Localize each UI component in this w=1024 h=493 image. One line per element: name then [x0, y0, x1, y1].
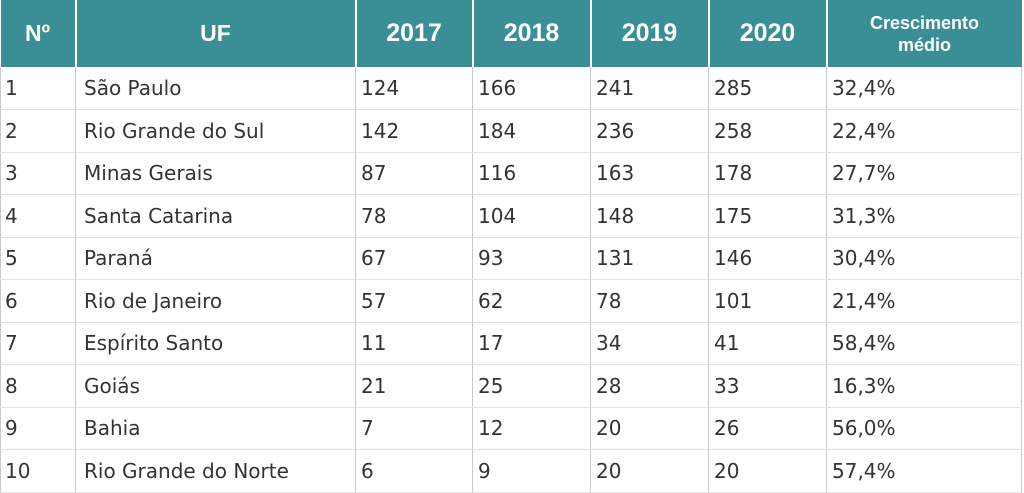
- cell-uf: Goiás: [75, 364, 356, 408]
- cell-2019: 148: [590, 194, 709, 238]
- table-body: 1 São Paulo 124 166 241 285 32,4% 2 Rio …: [0, 67, 1022, 493]
- cell-number: 9: [0, 407, 76, 450]
- cell-2020: 101: [708, 279, 827, 323]
- cell-uf: Rio Grande do Norte: [75, 449, 356, 493]
- cell-uf: Paraná: [75, 237, 356, 280]
- cell-number: 2: [0, 109, 76, 153]
- table-row: 7 Espírito Santo 11 17 34 41 58,4%: [0, 322, 1022, 365]
- header-2018: 2018: [472, 0, 592, 67]
- cell-growth: 58,4%: [826, 322, 1022, 365]
- table-row: 2 Rio Grande do Sul 142 184 236 258 22,4…: [0, 109, 1022, 153]
- cell-2020: 285: [708, 67, 827, 110]
- header-2019: 2019: [590, 0, 710, 67]
- table-row: 4 Santa Catarina 78 104 148 175 31,3%: [0, 194, 1022, 238]
- cell-2018: 93: [472, 237, 591, 280]
- cell-growth: 56,0%: [826, 407, 1022, 450]
- cell-2019: 236: [590, 109, 709, 153]
- cell-2017: 57: [355, 279, 473, 323]
- cell-number: 1: [0, 67, 76, 110]
- cell-2020: 20: [708, 449, 827, 493]
- header-growth: Crescimento médio: [826, 0, 1022, 67]
- cell-2020: 175: [708, 194, 827, 238]
- cell-uf: Bahia: [75, 407, 356, 450]
- cell-2017: 78: [355, 194, 473, 238]
- cell-2019: 20: [590, 407, 709, 450]
- cell-number: 7: [0, 322, 76, 365]
- header-2020: 2020: [708, 0, 828, 67]
- cell-number: 10: [0, 449, 76, 493]
- cell-2019: 34: [590, 322, 709, 365]
- cell-2018: 166: [472, 67, 591, 110]
- cell-2020: 178: [708, 152, 827, 195]
- cell-2020: 41: [708, 322, 827, 365]
- cell-2018: 104: [472, 194, 591, 238]
- cell-2018: 12: [472, 407, 591, 450]
- cell-2017: 21: [355, 364, 473, 408]
- cell-growth: 31,3%: [826, 194, 1022, 238]
- table-row: 5 Paraná 67 93 131 146 30,4%: [0, 237, 1022, 280]
- cell-2018: 25: [472, 364, 591, 408]
- cell-2019: 20: [590, 449, 709, 493]
- cell-2018: 184: [472, 109, 591, 153]
- cell-2020: 146: [708, 237, 827, 280]
- cell-uf: Minas Gerais: [75, 152, 356, 195]
- cell-growth: 22,4%: [826, 109, 1022, 153]
- cell-growth: 32,4%: [826, 67, 1022, 110]
- header-row: Nº UF 2017 2018 2019 2020 Crescimento mé…: [0, 0, 1022, 67]
- cell-uf: São Paulo: [75, 67, 356, 110]
- cell-2017: 6: [355, 449, 473, 493]
- cell-uf: Espírito Santo: [75, 322, 356, 365]
- header-2017: 2017: [355, 0, 474, 67]
- header-uf: UF: [75, 0, 357, 67]
- cell-2020: 33: [708, 364, 827, 408]
- header-number: Nº: [0, 0, 77, 67]
- header-growth-line1: Crescimento: [869, 12, 980, 33]
- cell-2020: 258: [708, 109, 827, 153]
- table-row: 9 Bahia 7 12 20 26 56,0%: [0, 407, 1022, 450]
- cell-number: 6: [0, 279, 76, 323]
- cell-2019: 131: [590, 237, 709, 280]
- cell-2019: 28: [590, 364, 709, 408]
- cell-uf: Rio de Janeiro: [75, 279, 356, 323]
- cell-number: 5: [0, 237, 76, 280]
- cell-growth: 30,4%: [826, 237, 1022, 280]
- cell-2020: 26: [708, 407, 827, 450]
- cell-growth: 27,7%: [826, 152, 1022, 195]
- table-header: Nº UF 2017 2018 2019 2020 Crescimento mé…: [0, 0, 1022, 67]
- cell-number: 3: [0, 152, 76, 195]
- cell-2017: 124: [355, 67, 473, 110]
- cell-2017: 7: [355, 407, 473, 450]
- cell-2017: 87: [355, 152, 473, 195]
- cell-2017: 142: [355, 109, 473, 153]
- cell-uf: Santa Catarina: [75, 194, 356, 238]
- cell-2019: 78: [590, 279, 709, 323]
- table-row: 8 Goiás 21 25 28 33 16,3%: [0, 364, 1022, 408]
- cell-number: 8: [0, 364, 76, 408]
- cell-number: 4: [0, 194, 76, 238]
- cell-growth: 57,4%: [826, 449, 1022, 493]
- cell-2019: 163: [590, 152, 709, 195]
- cell-2017: 11: [355, 322, 473, 365]
- cell-2017: 67: [355, 237, 473, 280]
- cell-2018: 116: [472, 152, 591, 195]
- cell-growth: 21,4%: [826, 279, 1022, 323]
- header-growth-line2: médio: [897, 34, 951, 55]
- cell-uf: Rio Grande do Sul: [75, 109, 356, 153]
- table-row: 1 São Paulo 124 166 241 285 32,4%: [0, 67, 1022, 110]
- cell-2018: 17: [472, 322, 591, 365]
- cell-2018: 9: [472, 449, 591, 493]
- table-row: 3 Minas Gerais 87 116 163 178 27,7%: [0, 152, 1022, 195]
- cell-2019: 241: [590, 67, 709, 110]
- cell-2018: 62: [472, 279, 591, 323]
- table-row: 10 Rio Grande do Norte 6 9 20 20 57,4%: [0, 449, 1022, 493]
- table-row: 6 Rio de Janeiro 57 62 78 101 21,4%: [0, 279, 1022, 323]
- cell-growth: 16,3%: [826, 364, 1022, 408]
